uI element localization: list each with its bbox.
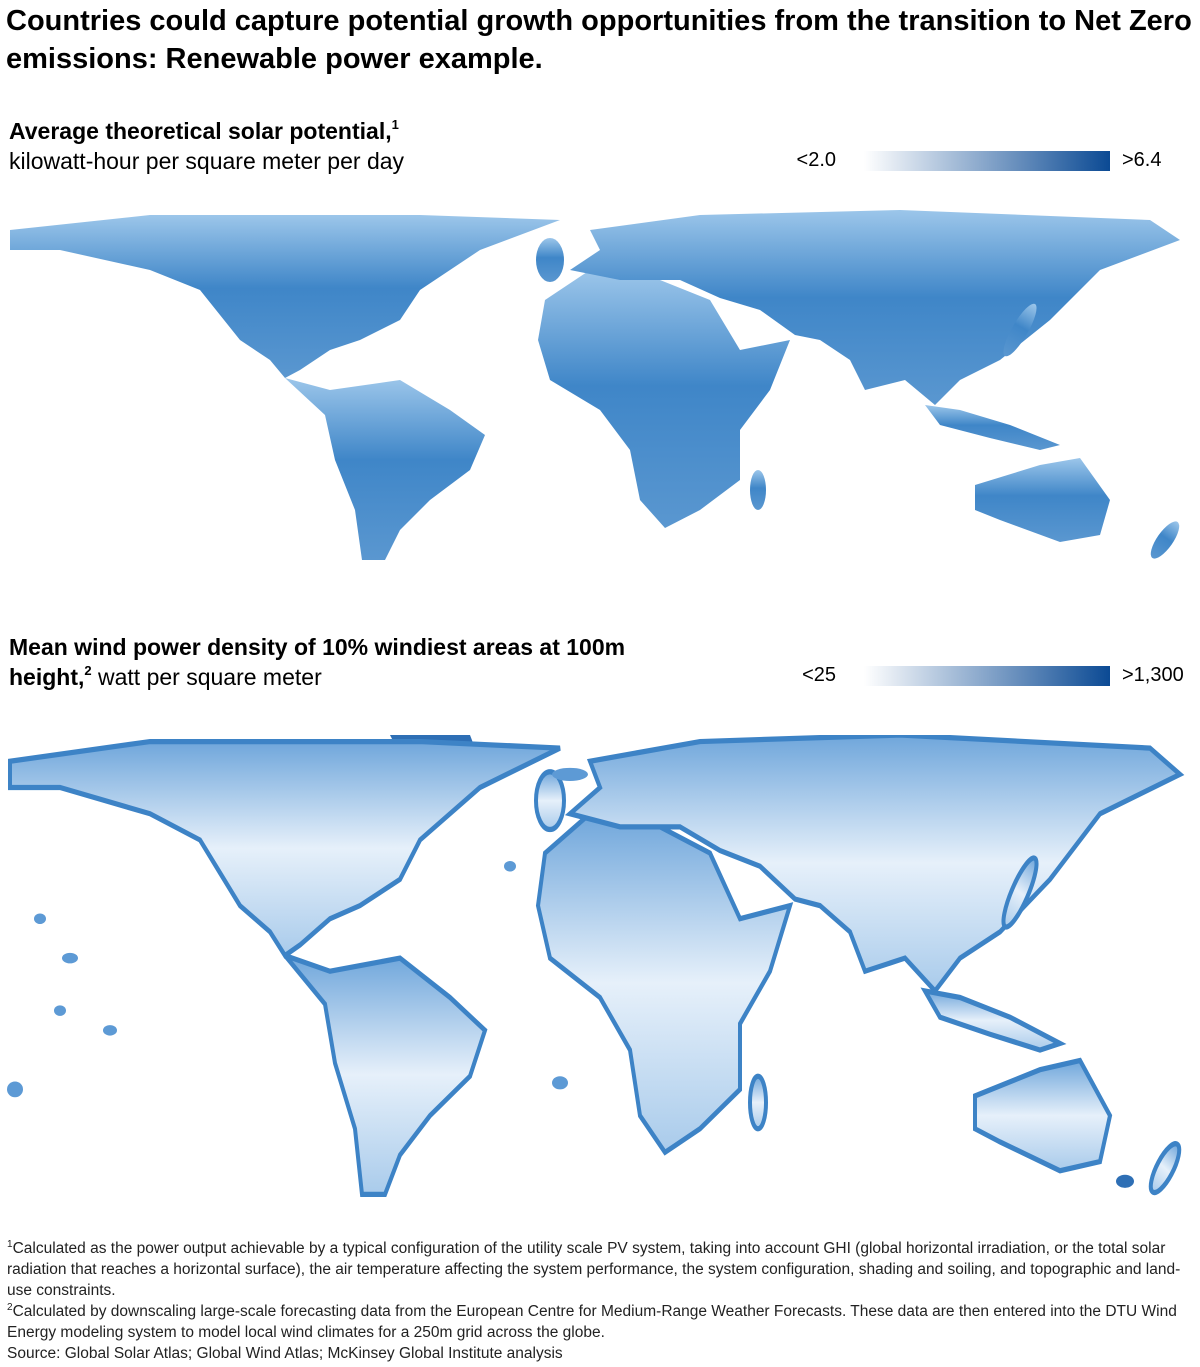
map-subtitle: kilowatt-hour per square meter per day — [9, 148, 405, 174]
solar-map — [10, 210, 1185, 562]
footnote-text: Calculated by downscaling large-scale fo… — [7, 1303, 1177, 1341]
legend-min: <25 — [802, 664, 836, 686]
legend-min: <2.0 — [796, 149, 836, 171]
footnote-mark: 2 — [7, 1302, 13, 1313]
footnote-mark: 1 — [7, 1239, 13, 1250]
map-heading: Mean wind power density of 10% windiest … — [9, 632, 709, 692]
map-title: Average theoretical solar potential,1 — [9, 118, 399, 144]
source: Source: Global Solar Atlas; Global Wind … — [7, 1345, 563, 1362]
footnote: 2Calculated by downscaling large-scale f… — [7, 1301, 1195, 1343]
map-subtitle: watt per square meter — [98, 664, 322, 690]
map-title-text: Mean wind power density of 10% windiest … — [9, 634, 626, 690]
note-mark: 1 — [391, 117, 399, 132]
page-title: Countries could capture potential growth… — [6, 5, 1192, 75]
note-mark: 2 — [84, 663, 92, 678]
footnote-text: Calculated as the power output achievabl… — [7, 1240, 1181, 1299]
islands — [7, 767, 1134, 1188]
footnote: 1Calculated as the power output achievab… — [7, 1238, 1195, 1301]
legend-gradient — [864, 151, 1110, 171]
footnotes: 1Calculated as the power output achievab… — [7, 1238, 1195, 1364]
map-heading: Average theoretical solar potential,1 ki… — [9, 116, 709, 176]
legend: <25 >1,300 — [780, 662, 1200, 692]
wind-map — [7, 735, 1200, 1197]
map-title: Mean wind power density of 10% windiest … — [9, 634, 625, 690]
legend-max: >1,300 — [1122, 664, 1184, 686]
map-title-text: Average theoretical solar potential, — [9, 118, 392, 144]
land-wind — [10, 735, 1184, 1197]
legend: <2.0 >6.4 — [780, 147, 1200, 177]
legend-gradient — [864, 666, 1110, 686]
legend-max: >6.4 — [1122, 149, 1162, 171]
land-solar — [10, 210, 1185, 562]
